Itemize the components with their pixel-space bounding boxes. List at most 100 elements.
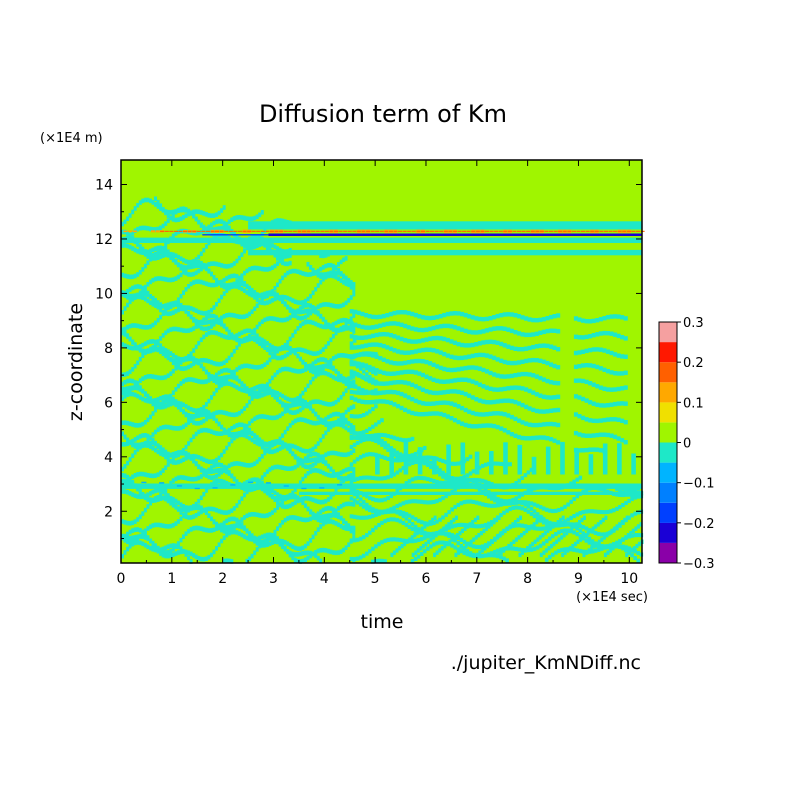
heatmap-cell: [171, 233, 175, 239]
heatmap-cell: [388, 311, 393, 317]
heatmap-cell: [356, 344, 361, 350]
heatmap-cell: [549, 328, 554, 333]
heatmap-cell: [276, 391, 279, 396]
heatmap-cell: [128, 457, 132, 462]
heatmap-cell: [389, 494, 393, 499]
heatmap-cell: [159, 343, 163, 348]
heatmap-cell: [410, 457, 415, 462]
heatmap-cell: [577, 432, 582, 437]
heatmap-cell: [339, 549, 343, 554]
heatmap-cell: [215, 526, 218, 531]
heatmap-cell: [227, 427, 231, 433]
heatmap-cell: [210, 475, 213, 480]
heatmap-cell: [361, 369, 366, 374]
heatmap-cell: [559, 517, 563, 523]
heatmap-cell: [174, 231, 178, 236]
heatmap-cell: [381, 332, 386, 337]
heatmap-cell: [268, 492, 272, 498]
heatmap-cell: [483, 546, 487, 551]
heatmap-cell: [281, 539, 285, 544]
heatmap-cell: [560, 523, 564, 528]
heatmap-cell: [248, 391, 252, 397]
heatmap-cell: [498, 230, 503, 232]
heatmap-cell: [126, 460, 130, 466]
heatmap-cell: [355, 457, 360, 462]
heatmap-cell: [431, 401, 436, 406]
heatmap-cell: [121, 483, 642, 489]
heatmap-cell: [149, 396, 152, 401]
heatmap-cell: [344, 409, 348, 415]
heatmap-cell: [575, 477, 579, 482]
heatmap-cell: [445, 337, 450, 343]
heatmap-cell: [431, 377, 436, 382]
heatmap-cell: [212, 375, 216, 381]
heatmap-cell: [355, 390, 360, 395]
heatmap-cell: [329, 362, 333, 368]
heatmap-cell: [392, 458, 396, 463]
colorbar-segment: [659, 342, 677, 363]
heatmap-cell: [273, 415, 277, 421]
heatmap-cell: [179, 216, 183, 221]
heatmap-cell: [309, 496, 313, 502]
heatmap-cell: [623, 385, 628, 390]
heatmap-cell: [620, 335, 625, 340]
heatmap-cell: [194, 501, 198, 507]
heatmap-cell: [389, 517, 393, 522]
heatmap-cell: [235, 412, 239, 417]
heatmap-cell: [131, 438, 135, 444]
heatmap-cell: [243, 363, 246, 369]
heatmap-cell: [270, 536, 274, 542]
heatmap-cell: [329, 423, 333, 428]
heatmap-cell: [204, 427, 208, 433]
heatmap-cell: [171, 212, 175, 218]
heatmap-cell: [151, 446, 155, 451]
heatmap-cell: [182, 409, 185, 414]
heatmap-cell: [613, 387, 618, 392]
heatmap-cell: [524, 421, 529, 426]
heatmap-cell: [136, 444, 140, 450]
heatmap-cell: [395, 548, 399, 553]
heatmap-cell: [156, 300, 160, 305]
heatmap-cell: [230, 382, 234, 387]
heatmap-cell: [146, 417, 150, 423]
heatmap-cell: [192, 271, 196, 277]
heatmap-cell: [133, 444, 137, 449]
heatmap-cell: [255, 335, 259, 341]
heatmap-cell: [151, 322, 155, 328]
heatmap-cell: [230, 283, 234, 289]
heatmap-cell: [410, 522, 415, 527]
heatmap-cell: [535, 520, 539, 525]
heatmap-cell: [232, 434, 236, 439]
heatmap-cell: [407, 519, 412, 524]
heatmap-cell: [422, 549, 427, 554]
heatmap-cell: [143, 288, 147, 293]
heatmap-cell: [355, 440, 360, 445]
heatmap-cell: [212, 468, 216, 474]
heatmap-cell: [446, 444, 451, 475]
heatmap-cell: [602, 330, 607, 336]
heatmap-cell: [279, 230, 284, 232]
heatmap-cell: [265, 300, 269, 305]
heatmap-cell: [477, 366, 482, 371]
heatmap-cell: [187, 550, 191, 555]
heatmap-cell: [260, 475, 264, 480]
heatmap-cell: [199, 337, 203, 343]
heatmap-cell: [575, 526, 579, 531]
heatmap-cell: [171, 302, 175, 308]
heatmap-cell: [154, 403, 157, 409]
heatmap-cell: [413, 524, 418, 529]
heatmap-cell: [156, 495, 160, 500]
heatmap-cell: [499, 513, 503, 518]
heatmap-cell: [225, 381, 229, 386]
heatmap-cell: [396, 390, 401, 396]
heatmap-cell: [411, 230, 416, 232]
heatmap-cell: [270, 243, 274, 248]
heatmap-cell: [621, 537, 625, 542]
heatmap-cell: [265, 414, 269, 420]
heatmap-cell: [199, 251, 203, 257]
heatmap-cell: [480, 544, 485, 549]
heatmap-cell: [128, 299, 132, 305]
heatmap-cell: [121, 489, 124, 494]
heatmap-cell: [460, 311, 465, 317]
heatmap-cell: [149, 538, 152, 544]
